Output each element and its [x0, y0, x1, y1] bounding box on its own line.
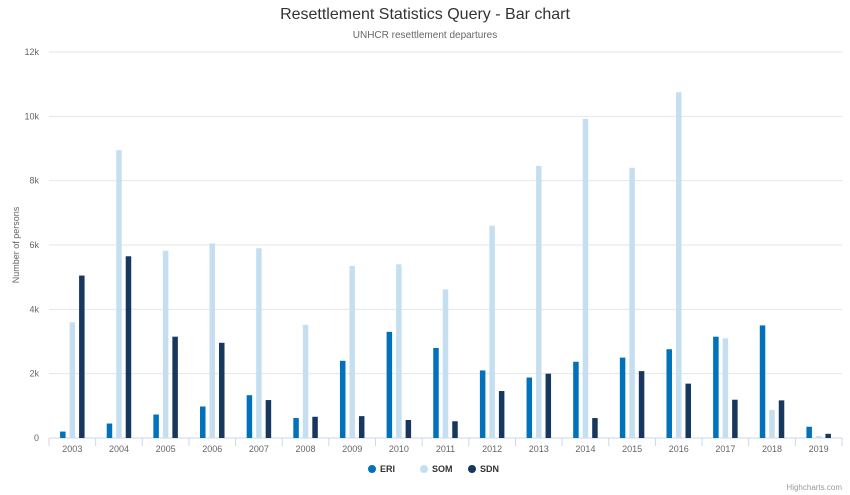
bar-som-2015[interactable]	[629, 167, 635, 439]
bar-som-2014[interactable]	[582, 118, 589, 438]
y-axis-title: Number of persons	[11, 206, 21, 283]
bar-sdn-2006[interactable]	[219, 342, 225, 438]
x-tick-label: 2019	[809, 444, 829, 454]
bar-som-2009[interactable]	[349, 265, 355, 438]
x-tick-label: 2004	[109, 444, 129, 454]
legend-label-eri[interactable]: ERI	[380, 464, 395, 474]
x-tick-label: 2018	[762, 444, 782, 454]
bar-eri-2013[interactable]	[526, 377, 533, 438]
legend-marker-sdn[interactable]	[468, 465, 476, 473]
bar-som-2018[interactable]	[769, 410, 775, 438]
legend-marker-eri[interactable]	[368, 465, 376, 473]
bar-eri-2005[interactable]	[153, 414, 159, 438]
bar-sdn-2005[interactable]	[172, 336, 178, 438]
legend-marker-som[interactable]	[420, 465, 428, 473]
bar-sdn-2016[interactable]	[685, 383, 691, 438]
bar-eri-2008[interactable]	[293, 418, 299, 438]
x-tick-label: 2007	[249, 444, 269, 454]
bar-som-2008[interactable]	[302, 324, 309, 438]
bar-sdn-2003[interactable]	[79, 275, 85, 438]
bar-sdn-2017[interactable]	[732, 399, 738, 438]
y-tick-label: 10k	[24, 111, 39, 121]
bar-som-2003[interactable]	[69, 322, 76, 438]
chart-title: Resettlement Statistics Query - Bar char…	[280, 6, 570, 23]
x-tick-label: 2012	[482, 444, 502, 454]
bar-sdn-2014[interactable]	[592, 418, 598, 438]
bar-sdn-2009[interactable]	[358, 416, 365, 438]
y-tick-label: 6k	[29, 240, 39, 250]
chart-subtitle: UNHCR resettlement departures	[352, 30, 498, 41]
highcharts-credit-link[interactable]: Highcharts.com	[786, 483, 842, 492]
bar-eri-2015[interactable]	[619, 357, 626, 438]
bar-sdn-2018[interactable]	[778, 400, 785, 438]
y-tick-label: 12k	[24, 47, 39, 57]
bar-sdn-2012[interactable]	[498, 391, 505, 438]
bar-sdn-2004[interactable]	[125, 256, 132, 438]
bar-som-2010[interactable]	[396, 264, 402, 438]
bar-eri-2003[interactable]	[60, 431, 66, 438]
bar-som-2007[interactable]	[256, 248, 262, 438]
bar-eri-2006[interactable]	[200, 406, 206, 438]
y-tick-label: 4k	[29, 304, 39, 314]
bar-sdn-2008[interactable]	[312, 416, 318, 438]
bar-sdn-2013[interactable]	[545, 373, 552, 438]
x-tick-label: 2016	[669, 444, 689, 454]
bar-sdn-2019[interactable]	[825, 433, 831, 438]
bar-som-2013[interactable]	[536, 165, 542, 438]
x-tick-label: 2005	[156, 444, 176, 454]
x-tick-label: 2006	[202, 444, 222, 454]
bar-eri-2014[interactable]	[573, 361, 579, 438]
legend-label-som[interactable]: SOM	[432, 464, 453, 474]
bar-eri-2007[interactable]	[246, 395, 253, 438]
x-tick-label: 2015	[622, 444, 642, 454]
x-tick-label: 2011	[436, 444, 455, 454]
x-tick-label: 2014	[575, 444, 595, 454]
y-tick-label: 8k	[29, 176, 39, 186]
bar-sdn-2010[interactable]	[405, 419, 412, 438]
bar-sdn-2015[interactable]	[638, 371, 645, 438]
x-tick-label: 2017	[715, 444, 735, 454]
bar-som-2011[interactable]	[442, 289, 449, 438]
bar-eri-2016[interactable]	[666, 349, 672, 438]
x-tick-label: 2013	[529, 444, 549, 454]
bar-som-2017[interactable]	[722, 338, 729, 438]
y-tick-label: 2k	[29, 369, 39, 379]
x-tick-label: 2010	[389, 444, 409, 454]
bar-eri-2011[interactable]	[433, 347, 439, 438]
legend-label-sdn[interactable]: SDN	[480, 464, 499, 474]
bar-eri-2017[interactable]	[713, 336, 719, 438]
bar-eri-2009[interactable]	[339, 360, 346, 438]
x-tick-label: 2003	[62, 444, 82, 454]
bar-som-2005[interactable]	[162, 250, 169, 438]
bar-som-2019[interactable]	[815, 436, 822, 438]
bar-som-2012[interactable]	[489, 225, 495, 438]
bar-eri-2019[interactable]	[806, 426, 812, 438]
x-tick-label: 2008	[296, 444, 316, 454]
bar-som-2016[interactable]	[675, 92, 682, 438]
bar-eri-2012[interactable]	[479, 370, 486, 438]
bar-sdn-2007[interactable]	[265, 400, 272, 438]
bar-sdn-2011[interactable]	[452, 421, 458, 438]
x-tick-label: 2009	[342, 444, 362, 454]
bar-eri-2018[interactable]	[759, 325, 766, 438]
bar-som-2004[interactable]	[116, 150, 122, 438]
bar-eri-2004[interactable]	[106, 423, 113, 438]
y-tick-label: 0	[34, 433, 39, 443]
bar-eri-2010[interactable]	[386, 331, 393, 438]
bar-som-2006[interactable]	[209, 243, 216, 438]
